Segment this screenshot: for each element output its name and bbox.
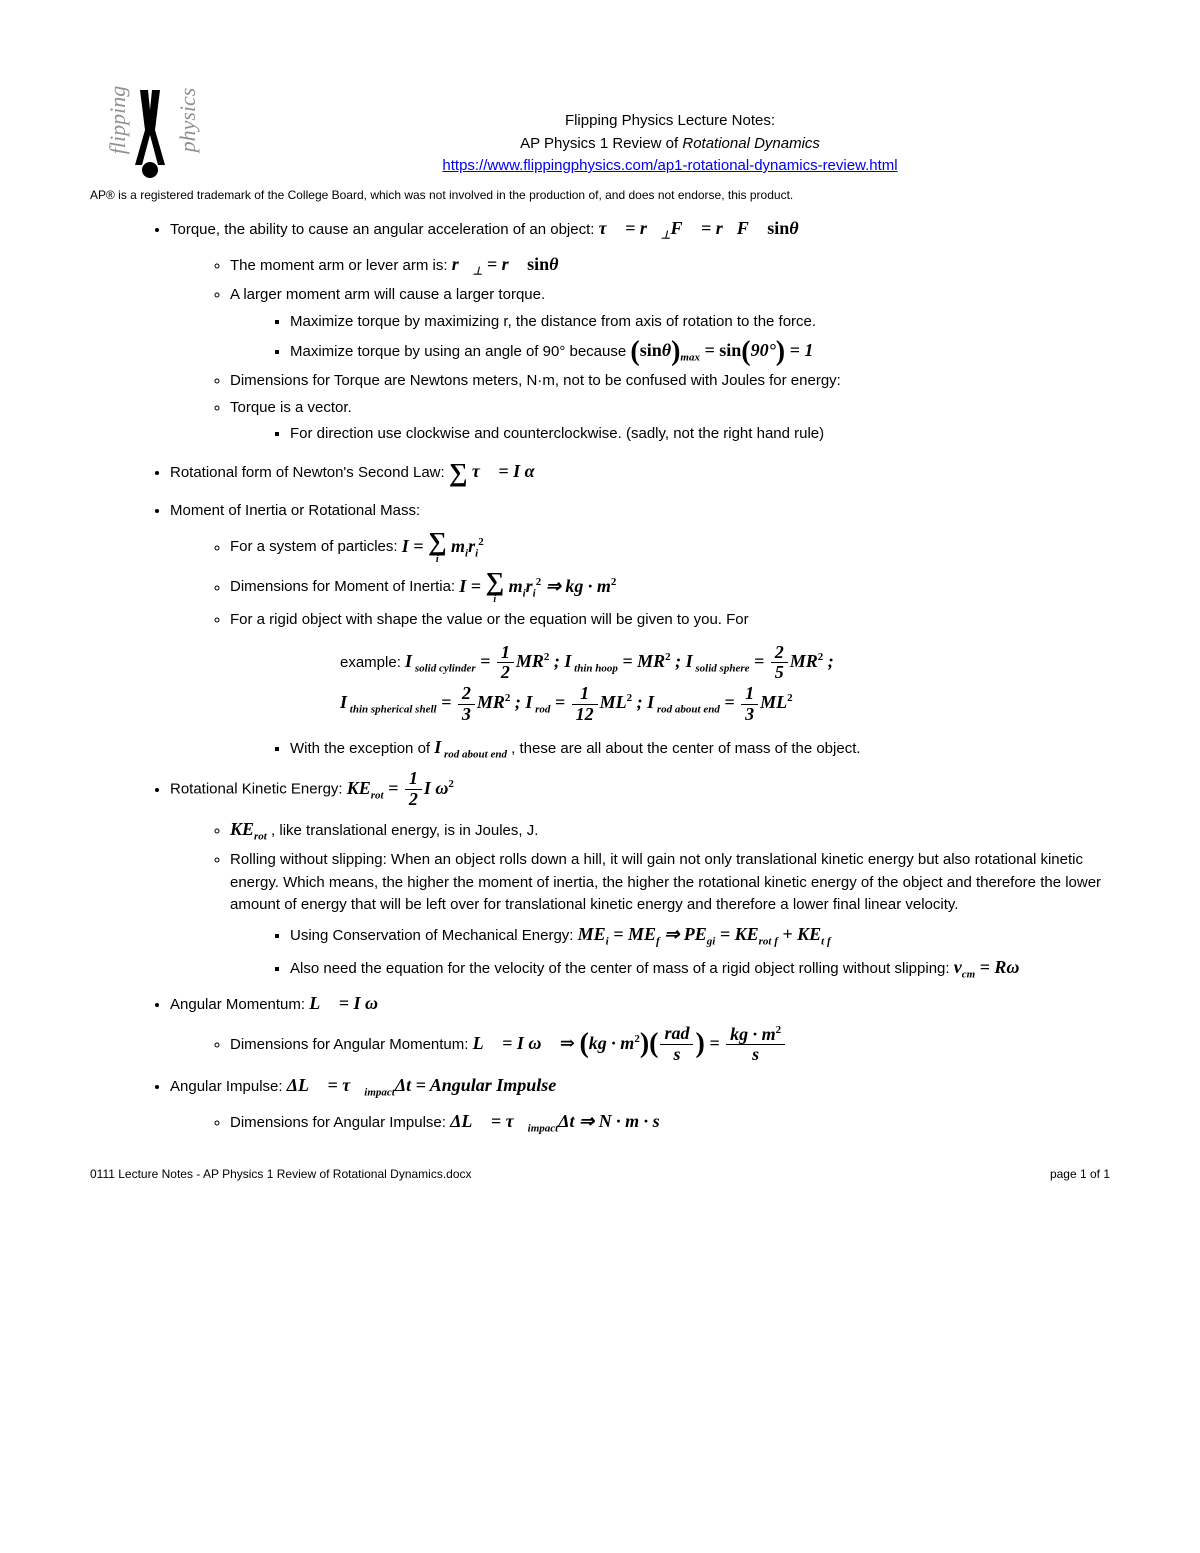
subsub-max-r: Maximize torque by maximizing r, the dis…: [290, 311, 1110, 334]
sub-rolling: Rolling without slipping: When an object…: [230, 849, 1110, 917]
footer: 0111 Lecture Notes - AP Physics 1 Review…: [90, 1167, 1110, 1181]
subsub-cons-me: Using Conservation of Mechanical Energy:…: [290, 921, 1110, 950]
header-text: Flipping Physics Lecture Notes: AP Physi…: [230, 60, 1110, 178]
content-list: Torque, the ability to cause an angular …: [90, 214, 1110, 1137]
svg-text:flipping: flipping: [105, 86, 130, 154]
sub-moment-arm: The moment arm or lever arm is: r⃗⊥ = r⃗…: [230, 251, 1110, 280]
footer-left: 0111 Lecture Notes - AP Physics 1 Review…: [90, 1167, 472, 1181]
bullet-newton2: Rotational form of Newton's Second Law: …: [170, 452, 1110, 494]
sub-rigid: For a rigid object with shape the value …: [230, 609, 1110, 763]
document-page: flipping physics Flipping Physics Lectur…: [0, 0, 1200, 1221]
subsub-max-angle: Maximize torque by using an angle of 90°…: [290, 337, 1110, 366]
sub-dims-L: Dimensions for Angular Momentum: L⃗ = I …: [230, 1024, 1110, 1066]
subsub-vcm: Also need the equation for the velocity …: [290, 954, 1110, 983]
svg-text:physics: physics: [175, 88, 200, 155]
bullet-ang-mom: Angular Momentum: L⃗ = I ω⃗ Dimensions f…: [170, 989, 1110, 1065]
eq-block-inertia: example: I solid cylinder = 12MR2 ; I th…: [340, 642, 1110, 724]
bullet-ke: Rotational Kinetic Energy: KErot = 12I ω…: [170, 769, 1110, 982]
subsub-direction: For direction use clockwise and counterc…: [290, 423, 1110, 446]
bullet-moi: Moment of Inertia or Rotational Mass: Fo…: [170, 499, 1110, 763]
subsub-exception: With the exception of I rod about end , …: [290, 734, 1110, 763]
eq-torque: τ⃗ = r⃗⊥F⃗ = r⃗F⃗ sinθ: [599, 218, 799, 238]
title-line1: Flipping Physics Lecture Notes:: [230, 110, 1110, 133]
sub-particles: For a system of particles: I = ∑i miri2: [230, 529, 1110, 565]
source-link[interactable]: https://www.flippingphysics.com/ap1-rota…: [442, 157, 897, 174]
sub-dims-torque: Dimensions for Torque are Newtons meters…: [230, 370, 1110, 393]
header: flipping physics Flipping Physics Lectur…: [90, 60, 1110, 180]
sub-torque-vector: Torque is a vector.: [230, 397, 1110, 420]
footer-right: page 1 of 1: [1050, 1167, 1110, 1181]
bullet-ang-imp: Angular Impulse: ΔL⃗ = τ⃗impactΔt = Angu…: [170, 1071, 1110, 1137]
trademark-notice: AP® is a registered trademark of the Col…: [90, 188, 1110, 202]
sub-dims-moi: Dimensions for Moment of Inertia: I = ∑i…: [230, 569, 1110, 605]
bullet-torque: Torque, the ability to cause an angular …: [170, 214, 1110, 446]
logo-icon: flipping physics: [90, 60, 210, 180]
title-line2: AP Physics 1 Review of Rotational Dynami…: [230, 133, 1110, 156]
sub-ke-joules: KErot , like translational energy, is in…: [230, 816, 1110, 845]
sub-dims-imp: Dimensions for Angular Impulse: ΔL⃗ = τ⃗…: [230, 1108, 1110, 1137]
sub-larger-moment: A larger moment arm will cause a larger …: [230, 284, 1110, 307]
